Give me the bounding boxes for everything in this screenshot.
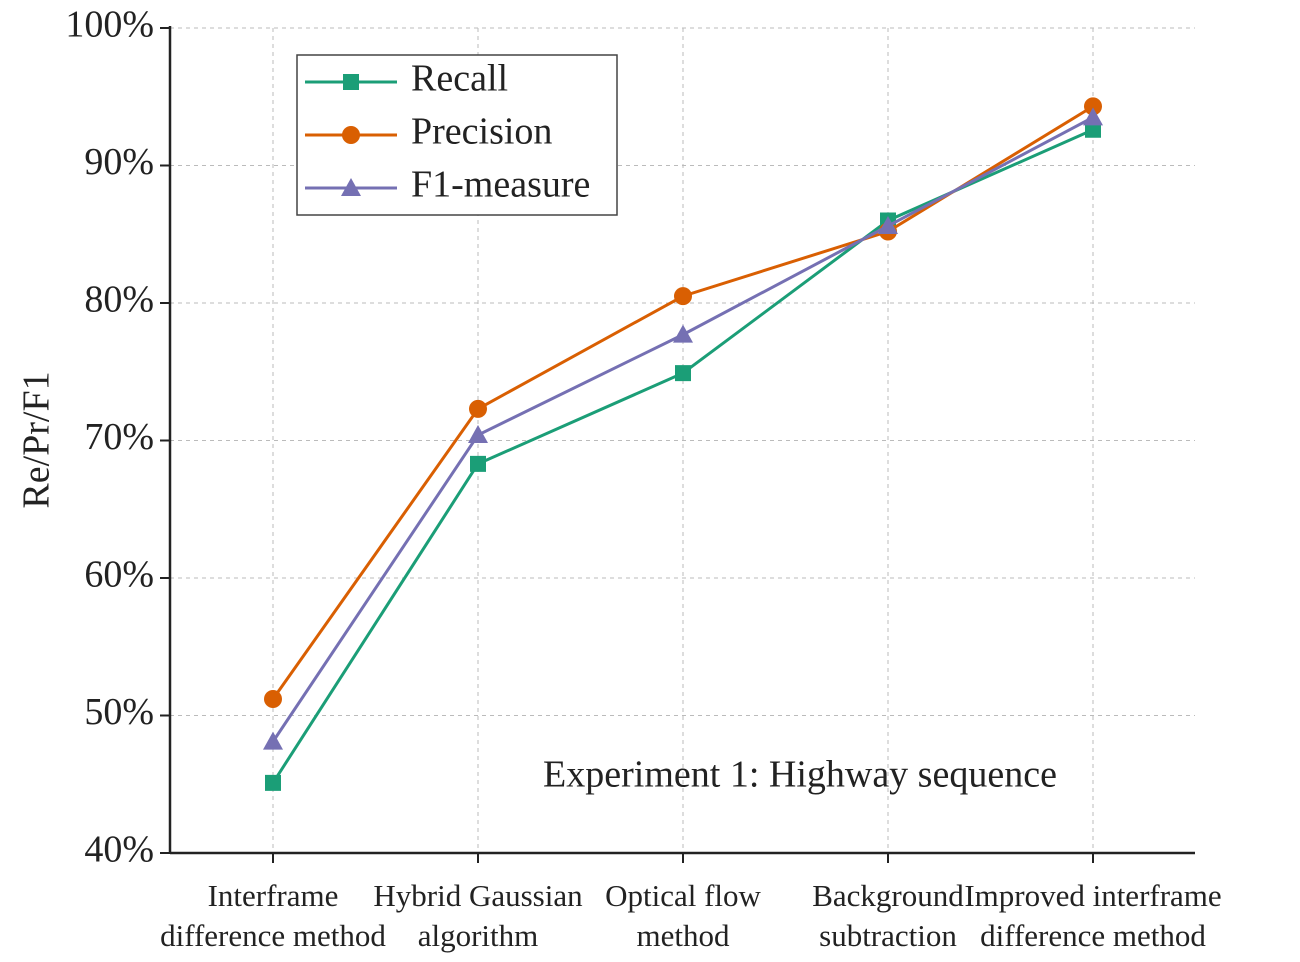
y-tick-label: 50% xyxy=(84,691,154,733)
x-tick-label: Hybrid Gaussian algorithm xyxy=(373,878,583,953)
marker xyxy=(673,324,693,343)
x-tick-label: Improved interframe difference method xyxy=(964,878,1222,953)
y-tick-label: 60% xyxy=(84,554,154,596)
marker xyxy=(1083,107,1103,126)
marker xyxy=(470,455,486,472)
y-tick-label: 40% xyxy=(84,829,154,871)
legend-label: Precision xyxy=(411,111,552,153)
marker xyxy=(263,731,283,750)
marker xyxy=(469,399,487,418)
legend-label: Recall xyxy=(411,58,508,100)
x-tick-label: Optical flow method xyxy=(605,878,761,953)
marker xyxy=(468,425,488,443)
y-tick-label: 70% xyxy=(84,416,154,458)
y-tick-label: 90% xyxy=(84,141,154,183)
legend-marker xyxy=(343,74,359,90)
x-tick-label: Interframe difference method xyxy=(160,878,386,953)
x-tick-label: Background subtraction xyxy=(812,878,964,953)
legend-marker xyxy=(342,126,360,144)
marker xyxy=(264,690,282,708)
y-tick-label: 80% xyxy=(84,279,154,321)
marker xyxy=(674,287,692,306)
y-axis-label: Re/Pr/F1 xyxy=(16,371,58,508)
legend-marker xyxy=(341,178,361,196)
marker xyxy=(1085,121,1101,138)
marker xyxy=(1084,97,1102,116)
marker xyxy=(675,365,691,382)
marker xyxy=(265,774,281,791)
marker xyxy=(878,216,898,234)
annotation: Experiment 1: Highway sequence xyxy=(543,754,1057,796)
legend-label: F1-measure xyxy=(411,164,590,206)
y-tick-label: 100% xyxy=(65,4,154,46)
